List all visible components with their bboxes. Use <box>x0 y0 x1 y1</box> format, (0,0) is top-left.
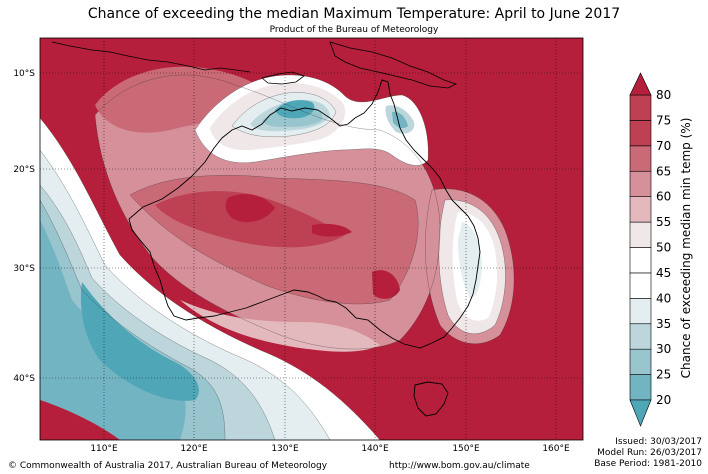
colorbar-segment <box>629 348 652 375</box>
colorbar-tick-labels: 20 25 30 35 40 45 50 55 60 65 70 75 80 <box>656 88 671 407</box>
colorbar-segment <box>629 196 652 223</box>
colorbar-segment <box>629 145 652 172</box>
colorbar-tick-label: 80 <box>656 88 671 102</box>
colorbar: 20 25 30 35 40 45 50 55 60 65 70 75 80 Chance of exc… <box>629 72 693 427</box>
contour-lines <box>40 74 515 440</box>
base-period: Base Period: 1981-2010 <box>594 459 702 469</box>
contour-hot-core-3 <box>372 270 400 299</box>
colorbar-segment <box>629 247 652 274</box>
colorbar-tick-label: 70 <box>656 139 671 153</box>
colorbar-segment <box>629 374 652 401</box>
colorbar-tick-label: 35 <box>656 317 671 331</box>
colorbar-tick-label: 50 <box>656 241 671 255</box>
model-run-date: Model Run: 26/03/2017 <box>597 448 702 458</box>
copyright-text: © Commonwealth of Australia 2017, Austra… <box>8 461 328 471</box>
issued-date: Issued: 30/03/2017 <box>615 437 702 447</box>
colorbar-segment <box>629 298 652 325</box>
colorbar-segment <box>629 272 652 299</box>
contour-cape-york-core <box>392 111 408 129</box>
colorbar-arrow-bottom <box>629 399 652 427</box>
colorbar-tick-label: 40 <box>656 291 671 305</box>
colorbar-tick-label: 65 <box>656 164 671 178</box>
contour-hot-core-1 <box>225 194 275 223</box>
coastline-new-guinea <box>329 41 458 89</box>
contour-south-ribbon <box>180 300 380 352</box>
lon-tick-label: 110°E <box>90 444 118 454</box>
coastline-indonesia <box>51 41 251 73</box>
colorbar-tick-label: 60 <box>656 190 671 204</box>
chart-subtitle: Product of the Bureau of Meteorology <box>269 25 439 35</box>
colorbar-segment <box>629 221 652 248</box>
lon-tick-label: 130°E <box>271 444 299 454</box>
map-panel <box>40 38 583 440</box>
coastline-tasmania <box>413 381 449 417</box>
colorbar-tick-label: 75 <box>656 113 671 127</box>
colorbar-label: Chance of exceeding median min temp (%) <box>679 118 693 379</box>
colorbar-segment <box>629 120 652 147</box>
contour-west-edge <box>40 240 50 335</box>
lat-tick-label: 40°S <box>13 374 35 384</box>
lon-tick-labels: 110°E 120°E 130°E 140°E 150°E 160°E <box>90 444 570 454</box>
issue-info: Issued: 30/03/2017 Model Run: 26/03/2017… <box>594 437 702 470</box>
colorbar-segment <box>629 170 652 197</box>
map-frame <box>39 37 584 441</box>
lat-tick-label: 10°S <box>13 69 35 79</box>
colorbar-segment <box>629 323 652 350</box>
lat-tick-label: 30°S <box>13 264 35 274</box>
colorbar-segment <box>629 94 652 121</box>
colorbar-tick-label: 20 <box>656 393 671 407</box>
colorbar-arrow-top <box>629 72 652 96</box>
contour-southwest-red <box>40 400 120 440</box>
coastline-australia <box>128 79 481 349</box>
lon-tick-label: 150°E <box>452 444 480 454</box>
lat-tick-label: 20°S <box>13 165 35 175</box>
colorbar-tick-label: 55 <box>656 215 671 229</box>
lon-tick-label: 160°E <box>542 444 570 454</box>
chart-title: Chance of exceeding the median Maximum T… <box>87 6 621 22</box>
contour-hot-core-2 <box>312 223 352 237</box>
coastline-timor <box>261 71 305 85</box>
graticule <box>40 38 583 440</box>
contour-west-core <box>80 282 199 401</box>
colorbar-tick-label: 25 <box>656 368 671 382</box>
lat-tick-labels: 10°S 20°S 30°S 40°S <box>13 69 35 384</box>
lon-tick-label: 140°E <box>361 444 389 454</box>
colorbar-segments <box>629 94 652 401</box>
lon-tick-label: 120°E <box>180 444 208 454</box>
colorbar-tick-label: 45 <box>656 266 671 280</box>
colorbar-tick-label: 30 <box>656 342 671 356</box>
source-url: http://www.bom.gov.au/climate <box>389 461 530 471</box>
